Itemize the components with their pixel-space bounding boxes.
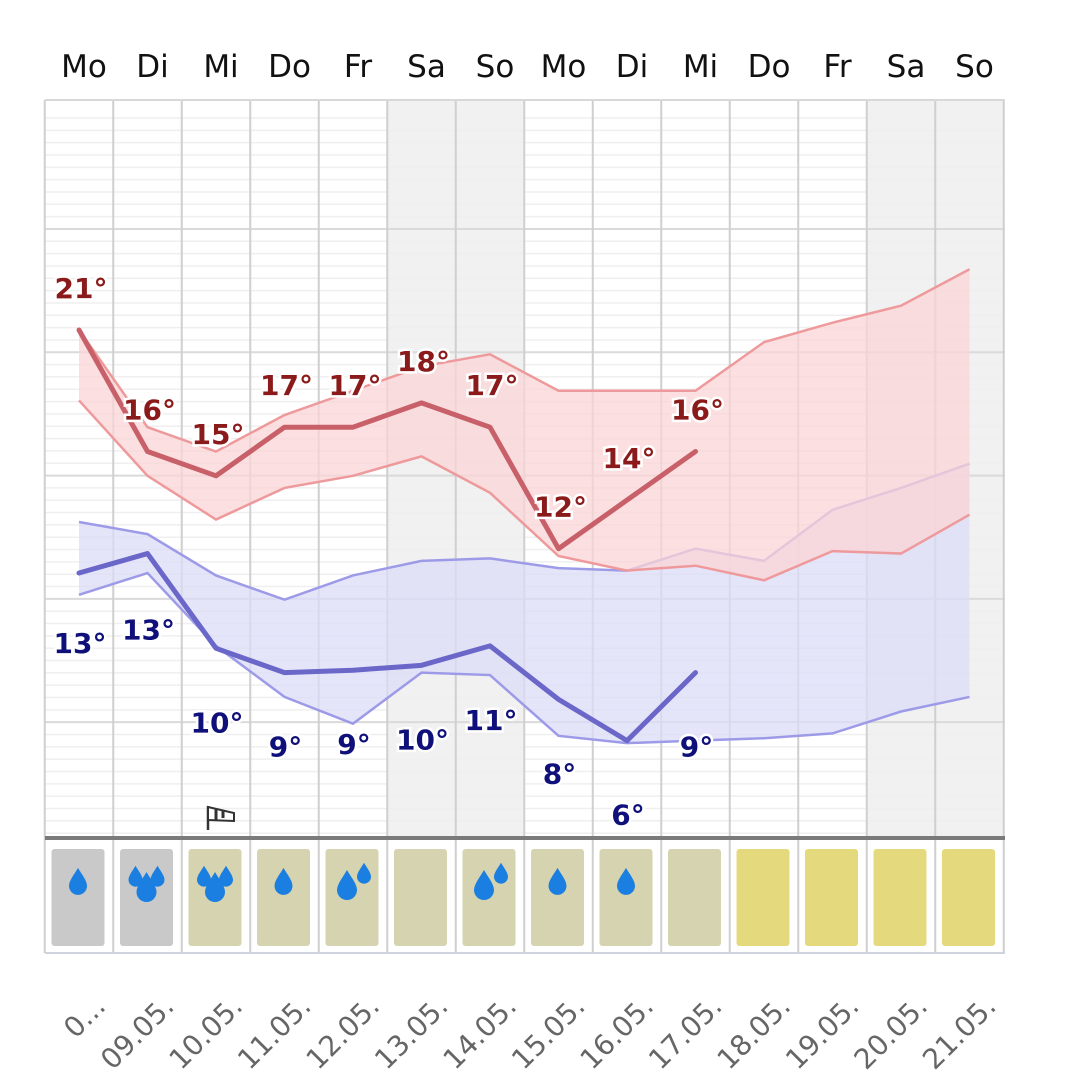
max-temp-label: 12° (534, 491, 587, 524)
raindrop-icon (69, 867, 87, 895)
raindrop-icon (474, 870, 494, 900)
weekday-label: Mi (203, 49, 238, 85)
max-temp-range-band-upper-edge (77, 268, 971, 453)
precipitation-tile (736, 849, 790, 946)
raindrop-icon (357, 862, 371, 884)
max-temp-label: 16° (671, 394, 724, 427)
date-label: 16.05. (574, 990, 660, 1076)
min-temp-label: 13° (122, 614, 175, 647)
weekday-label: Sa (407, 49, 446, 85)
precipitation-tile (668, 849, 721, 946)
weekday-label: Mo (61, 49, 107, 85)
weekday-label: Di (136, 49, 168, 85)
date-label: 13.05. (368, 990, 454, 1076)
min-temp-label: 10° (191, 706, 244, 739)
date-label: 11.05. (231, 990, 317, 1076)
date-label: 21.05. (916, 990, 1002, 1076)
weekday-header: Mo Di Mi Do Fr Sa So Mo Di Mi Do Fr Sa So (61, 49, 994, 85)
date-label: 0... (57, 990, 112, 1045)
precipitation-tile (257, 849, 310, 946)
raindrop-icon (219, 865, 233, 887)
date-label: 10.05. (163, 990, 249, 1076)
temperature-labels: 21° 16° 15° 17° 17° 18° 17° 12° 14° 16° 13° 13° 10° 9… (51, 270, 726, 835)
date-label: 12.05. (300, 990, 386, 1076)
date-label: 14.05. (437, 990, 523, 1076)
min-temp-label: 9° (269, 731, 302, 764)
weekday-label: So (476, 49, 515, 85)
date-label: 15.05. (505, 990, 591, 1076)
min-temp-label: 11° (465, 704, 518, 737)
raindrop-icon (548, 867, 567, 895)
raindrop-icon (197, 865, 211, 887)
min-temp-line (76, 551, 698, 744)
temperature-lines (76, 327, 698, 744)
raindrop-icon (150, 865, 165, 887)
precipitation-tile (873, 849, 927, 946)
min-temp-label: 9° (337, 728, 370, 761)
max-temp-range-band-fill (79, 269, 970, 581)
date-label: 19.05. (779, 990, 865, 1076)
max-temp-label: 21° (55, 272, 108, 305)
raindrop-icon (617, 867, 635, 895)
min-temp-label: 8° (543, 757, 576, 790)
min-temp-label: 10° (396, 723, 449, 756)
raindrop-icon (274, 867, 293, 895)
wind-row (206, 805, 235, 830)
weekday-label: Mi (683, 49, 718, 85)
precipitation-tile (599, 849, 653, 946)
max-temp-label: 17° (329, 369, 382, 402)
max-temp-label: 15° (192, 418, 245, 451)
weekday-label: Di (616, 49, 648, 85)
weekday-label: Fr (344, 49, 373, 85)
date-label: 18.05. (711, 990, 797, 1076)
date-label: 09.05. (94, 990, 180, 1076)
weekday-label: Do (748, 49, 791, 85)
raindrop-icon (128, 865, 143, 887)
max-temp-label: 17° (466, 369, 519, 402)
max-temp-label: 16° (123, 394, 176, 427)
weekday-label: Sa (887, 49, 926, 85)
date-label: 20.05. (848, 990, 934, 1076)
precipitation-tile (51, 849, 105, 946)
precipitation-tile (805, 849, 858, 946)
date-axis: 0...09.05.10.05.11.05.12.05.13.05.14.05.… (57, 990, 1002, 1076)
min-temp-label: 13° (54, 627, 107, 660)
min-temp-label: 6° (611, 799, 644, 832)
raindrop-icon (136, 872, 157, 903)
weekday-label: Mo (541, 49, 587, 85)
weekday-label: Fr (823, 49, 852, 85)
precipitation-tile (942, 849, 995, 946)
max-temp-line (76, 327, 698, 552)
max-temp-label: 14° (603, 442, 656, 475)
raindrop-icon (337, 870, 357, 900)
min-temp-label: 9° (680, 731, 713, 764)
precipitation-row (51, 849, 995, 946)
raindrop-icon (494, 862, 508, 884)
max-temp-range-band-lower-edge (78, 399, 971, 582)
weekday-label: Do (268, 49, 311, 85)
weekday-label: So (955, 49, 994, 85)
raindrop-icon (205, 872, 225, 902)
date-label: 17.05. (642, 990, 728, 1076)
max-temp-label: 17° (260, 369, 313, 402)
max-temp-label: 18° (397, 345, 450, 378)
precipitation-tile (531, 849, 584, 946)
precipitation-tile (394, 849, 447, 946)
